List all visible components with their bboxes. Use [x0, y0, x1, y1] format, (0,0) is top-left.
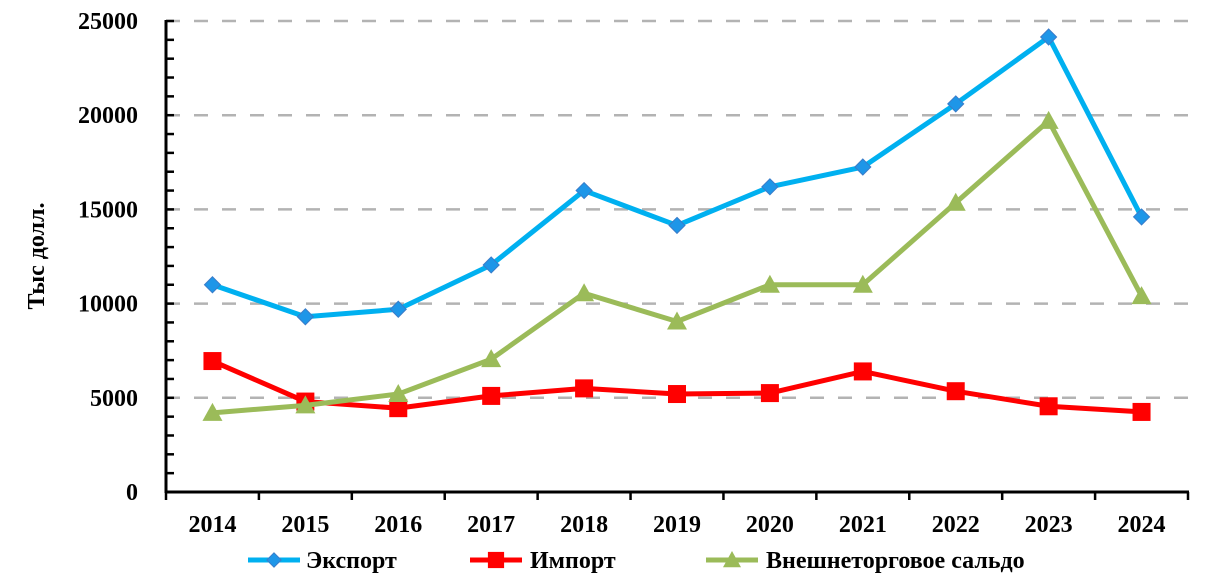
data-point	[946, 382, 965, 401]
data-point	[668, 385, 686, 404]
x-tick-label: 2022	[932, 512, 980, 538]
y-tick-label: 15000	[78, 197, 138, 223]
data-point	[854, 158, 872, 176]
x-tick-label: 2024	[1118, 512, 1166, 538]
data-point	[668, 216, 686, 235]
y-axis-title: Тыс долл.	[24, 203, 50, 310]
gridlines	[166, 19, 1202, 400]
series-0	[203, 28, 1151, 326]
data-point	[295, 395, 316, 414]
x-tick-label: 2018	[560, 512, 608, 538]
x-tick-label: 2021	[839, 512, 887, 538]
y-tick-label: 10000	[78, 292, 138, 318]
data-point	[853, 362, 872, 381]
data-point	[1039, 397, 1058, 416]
y-tick-label: 20000	[78, 103, 138, 129]
y-tick-label: 25000	[78, 9, 138, 35]
data-point	[202, 402, 223, 421]
x-tick-label: 2014	[188, 512, 236, 538]
data-point	[945, 192, 966, 211]
x-tick-label: 2017	[467, 512, 515, 538]
y-axis: 0 5000 10000 15000 20000 25000	[78, 9, 174, 506]
legend-marker	[723, 551, 741, 568]
series-1	[203, 352, 1151, 421]
legend-item: Экспорт	[248, 548, 397, 574]
x-tick-label: 2016	[374, 512, 422, 538]
data-point	[667, 311, 687, 330]
data-point	[389, 300, 407, 318]
data-point	[203, 276, 222, 294]
data-point	[1132, 402, 1151, 421]
data-point	[389, 399, 408, 418]
data-point	[947, 95, 965, 113]
data-point	[1038, 110, 1059, 129]
x-tick-label: 2019	[653, 512, 701, 538]
legend-label: Импорт	[530, 548, 616, 574]
data-point	[1039, 28, 1058, 46]
legend-item: Импорт	[470, 548, 616, 574]
data-point	[852, 274, 873, 293]
data-point	[575, 181, 593, 200]
x-tick-label: 2020	[746, 512, 794, 538]
legend-label: Внешнеторговое сальдо	[766, 548, 1025, 574]
data-point	[482, 386, 501, 405]
x-tick-label: 2015	[281, 512, 329, 538]
series-2	[202, 110, 1152, 421]
series-layer	[202, 28, 1152, 421]
data-point	[203, 352, 222, 371]
series-line	[209, 118, 1145, 416]
data-point	[760, 384, 779, 403]
data-point	[296, 308, 315, 326]
series-line	[209, 34, 1145, 320]
legend-item: Внешнеторговое сальдо	[706, 548, 1025, 574]
data-point	[388, 384, 409, 403]
data-point	[481, 349, 502, 368]
legend-marker	[266, 552, 282, 568]
x-tick-label: 2023	[1025, 512, 1073, 538]
x-axis: 2014 2015 2016 2017 2018 2019 2020 2021 2022 2023…	[164, 490, 1190, 538]
data-point	[759, 274, 780, 293]
y-tick-label: 0	[126, 480, 138, 506]
data-point	[761, 178, 779, 196]
data-point	[1131, 286, 1152, 305]
data-point	[482, 256, 500, 274]
legend-label: Экспорт	[306, 548, 397, 574]
legend-marker	[487, 551, 505, 569]
legend: Экспорт Импорт Внешнеторговое сальдо	[248, 548, 1025, 574]
data-point	[574, 283, 595, 302]
data-point	[575, 379, 594, 398]
data-point	[1132, 208, 1151, 226]
y-tick-label: 5000	[90, 386, 138, 412]
